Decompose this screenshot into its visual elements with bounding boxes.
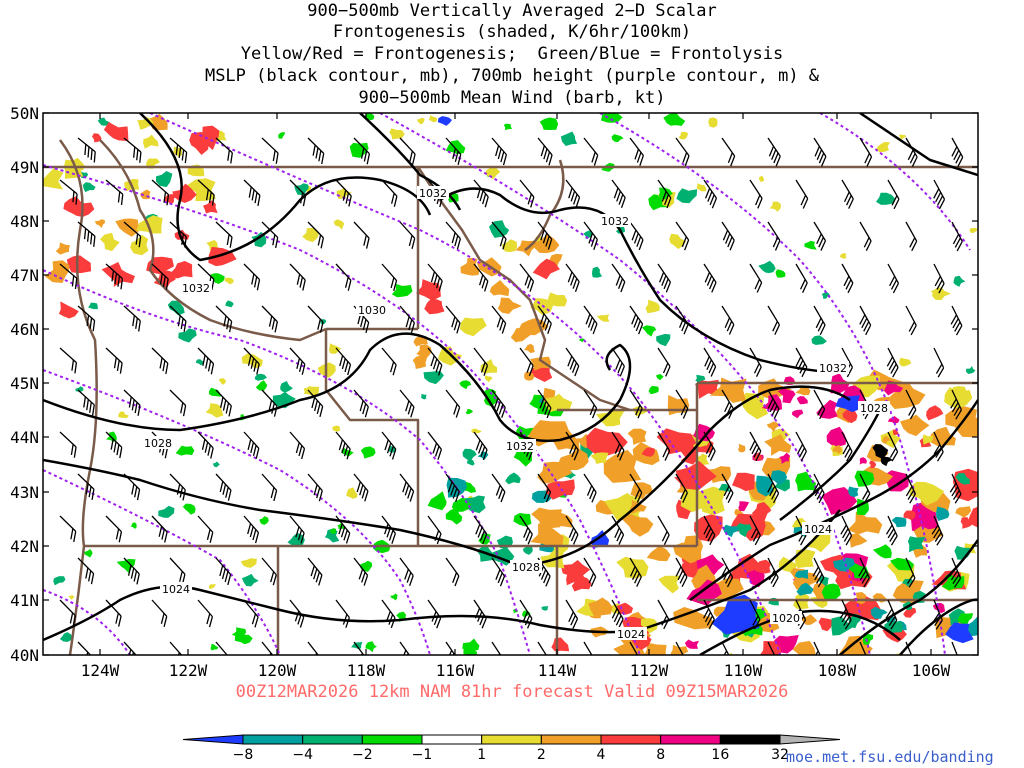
lon-tick-label: 106W — [912, 661, 951, 680]
title-line-4: MSLP (black contour, mb), 700mb height (… — [204, 66, 820, 86]
isobar-label: 1032 — [601, 215, 629, 228]
isobar-label: 1028 — [144, 437, 172, 450]
credit-link[interactable]: moe.met.fsu.edu/banding — [786, 748, 994, 766]
latitude-axis: 50N 49N 48N 47N 46N 45N 44N 43N 42N 41N 40N — [10, 104, 39, 665]
lat-tick-label: 40N — [10, 646, 39, 665]
lat-tick-label: 45N — [10, 374, 39, 393]
colorbar-tick-label: −1 — [412, 747, 433, 763]
lat-tick-label: 46N — [10, 320, 39, 339]
isobar-label: 1032 — [506, 440, 534, 453]
wind-barbs — [59, 137, 964, 655]
colorbar-segment — [182, 734, 244, 745]
isobar-label: 1020 — [772, 612, 800, 625]
valid-time-text: 00Z12MAR2026 12km NAM 81hr forecast Vali… — [235, 682, 789, 702]
lon-tick-label: 108W — [818, 661, 857, 680]
lat-tick-label: 50N — [10, 104, 39, 123]
colorbar-tick-label: −8 — [233, 747, 254, 763]
lon-tick-label: 112W — [630, 661, 669, 680]
colorbar-segment — [540, 734, 602, 745]
isobar-label: 1024 — [162, 583, 190, 596]
colorbar-tick-label: 32 — [771, 747, 789, 763]
colorbar-tick-label: 1 — [477, 747, 486, 763]
map-frame — [42, 112, 979, 656]
isobar-label: 1030 — [358, 304, 386, 317]
isobar-labels: 1032 1032 1032 1030 1032 1028 1032 1028 1024 1024… — [142, 186, 890, 641]
lon-tick-label: 118W — [347, 661, 386, 680]
frontogenesis-shading — [43, 113, 978, 655]
isobar-label: 1028 — [860, 402, 888, 415]
lat-tick-label: 49N — [10, 158, 39, 177]
lat-tick-label: 43N — [10, 483, 39, 502]
lat-tick-label: 48N — [10, 212, 39, 231]
colorbar-tick-label: 4 — [597, 747, 606, 763]
isobar-label: 1032 — [182, 282, 210, 295]
isobar-label: 1032 — [419, 187, 447, 200]
isobar-label: 1032 — [819, 362, 847, 375]
isobar-label: 1024 — [804, 523, 832, 536]
height-contours — [43, 113, 971, 655]
longitude-axis: 124W 122W 120W 118W 116W 114W 112W 110W 108W 106W — [81, 661, 951, 680]
colorbar-segment — [302, 734, 363, 745]
colorbar-segment — [242, 734, 304, 745]
lon-tick-label: 124W — [81, 661, 120, 680]
colorbar-tick-label: 16 — [711, 747, 729, 763]
lat-tick-label: 42N — [10, 537, 39, 556]
colorbar-tick-label: −4 — [292, 747, 313, 763]
lat-tick-label: 47N — [10, 266, 39, 285]
title-line-2: Frontogenesis (shaded, K/6hr/100km) — [332, 22, 692, 42]
isobar-label: 1028 — [512, 561, 540, 574]
colorbar-segment — [779, 734, 841, 745]
title-line-5: 900−500mb Mean Wind (barb, kt) — [358, 88, 666, 108]
colorbar-segment — [421, 734, 483, 745]
colorbar: −8 −4 −2 −1 1 2 4 8 16 32 — [182, 734, 841, 763]
lon-tick-label: 116W — [436, 661, 475, 680]
lat-tick-label: 44N — [10, 428, 39, 447]
colorbar-tick-label: −2 — [352, 747, 373, 763]
title-line-3: Yellow/Red = Frontogenesis; Green/Blue =… — [240, 44, 784, 64]
lon-tick-label: 122W — [169, 661, 208, 680]
colorbar-segment — [481, 734, 542, 745]
title-line-1: 900−500mb Vertically Averaged 2−D Scalar — [307, 1, 717, 21]
lon-tick-label: 110W — [724, 661, 763, 680]
state-borders — [43, 139, 978, 655]
colorbar-segment — [719, 734, 781, 745]
lon-tick-label: 114W — [538, 661, 577, 680]
colorbar-tick-label: 2 — [537, 747, 546, 763]
axis-ticks — [43, 112, 978, 656]
colorbar-segment — [600, 734, 662, 745]
isobar-label: 1024 — [617, 628, 645, 641]
colorbar-segment — [361, 734, 423, 745]
colorbar-segment — [660, 734, 721, 745]
colorbar-tick-label: 8 — [656, 747, 665, 763]
isobar-contours — [43, 113, 978, 655]
lat-tick-label: 41N — [10, 591, 39, 610]
lon-tick-label: 120W — [258, 661, 297, 680]
